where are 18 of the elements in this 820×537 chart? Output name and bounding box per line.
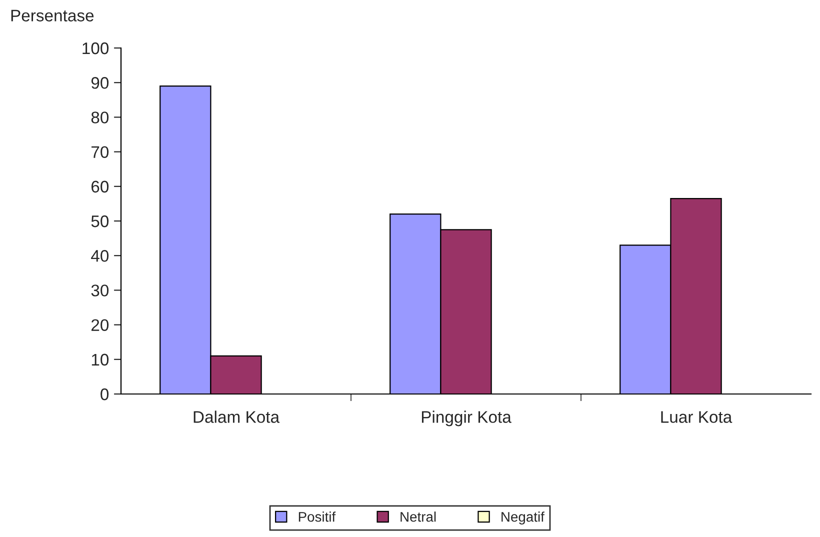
y-tick-label: 70 <box>92 146 109 158</box>
y-tick-label: 0 <box>100 388 109 400</box>
y-tick-label: 100 <box>82 42 109 54</box>
y-tick-label: 90 <box>91 77 109 89</box>
legend-label: Negatif <box>502 512 544 524</box>
x-tick-label: Luar Kota <box>661 411 732 423</box>
legend-label: Netral <box>400 512 436 522</box>
legend-label: Positif <box>298 512 336 522</box>
y-tick-label: 30 <box>91 284 109 296</box>
x-tick-label: Pinggir Kota <box>422 410 512 426</box>
y-tick-label: 50 <box>91 215 109 228</box>
y-axis-title: Persentase <box>11 10 94 22</box>
y-tick-label: 10 <box>92 354 109 366</box>
x-tick-label: Dalam Kota <box>194 410 280 423</box>
y-tick-label: 20 <box>91 319 109 332</box>
y-tick-label: 60 <box>92 180 109 193</box>
y-tick-label: 40 <box>91 250 109 262</box>
y-tick-label: 80 <box>91 112 109 124</box>
